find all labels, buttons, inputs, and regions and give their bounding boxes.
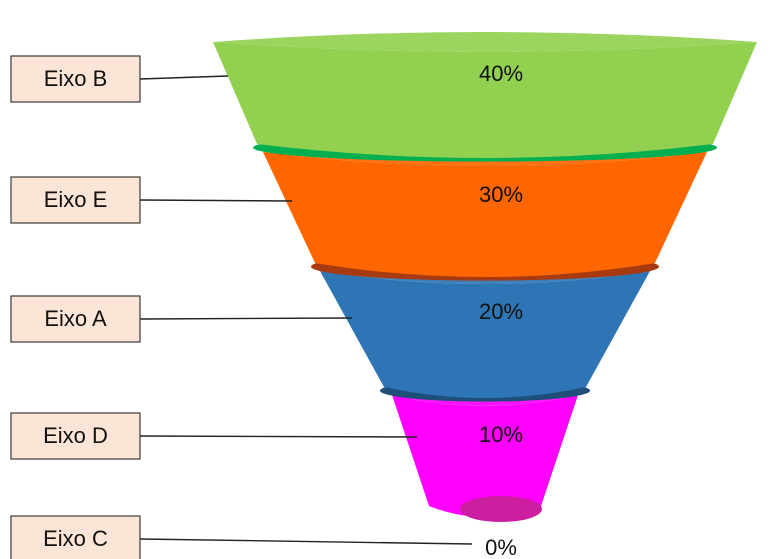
funnel-segment-eixo-a (320, 271, 650, 398)
stage-label-text: Eixo C (43, 526, 108, 551)
stage-label-eixo-a: Eixo A (10, 295, 141, 343)
value-label-eixo-b: 40% (479, 61, 523, 86)
value-labels: 40% 30% 20% 10% 0% (479, 61, 523, 559)
stage-label-eixo-e: Eixo E (10, 176, 141, 224)
funnel-segment-eixo-e (263, 152, 707, 277)
connector-eixo-c (139, 538, 473, 545)
stage-label-eixo-d: Eixo D (10, 412, 141, 460)
stage-label-eixo-c: Eixo C (10, 515, 141, 559)
stage-label-text: Eixo E (44, 187, 108, 212)
funnel-top-cap-eixo-b (213, 32, 757, 52)
stage-label-box (10, 295, 141, 343)
value-label-eixo-d: 10% (479, 422, 523, 447)
label-connectors (139, 75, 473, 545)
value-label-eixo-c: 0% (485, 535, 517, 559)
stage-label-text: Eixo D (43, 423, 108, 448)
stage-label-eixo-b: Eixo B (10, 55, 141, 103)
connector-eixo-b (139, 75, 229, 80)
connector-eixo-a (139, 317, 353, 320)
value-label-eixo-a: 20% (479, 299, 523, 324)
stage-label-box (10, 176, 141, 224)
value-label-eixo-e: 30% (479, 182, 523, 207)
funnel-segments (213, 32, 757, 522)
funnel-segment-eixo-c (460, 496, 542, 522)
funnel-segment-eixo-d (392, 395, 578, 517)
stage-label-text: Eixo A (44, 306, 107, 331)
stage-label-box (10, 515, 141, 559)
stage-labels: Eixo B Eixo E Eixo A Eixo D Eixo C (10, 55, 141, 559)
connector-eixo-d (139, 435, 418, 438)
funnel-segment-eixo-b (213, 42, 757, 158)
stage-label-box (10, 55, 141, 103)
connector-eixo-e (139, 199, 293, 202)
stage-label-text: Eixo B (44, 66, 108, 91)
stage-label-box (10, 412, 141, 460)
